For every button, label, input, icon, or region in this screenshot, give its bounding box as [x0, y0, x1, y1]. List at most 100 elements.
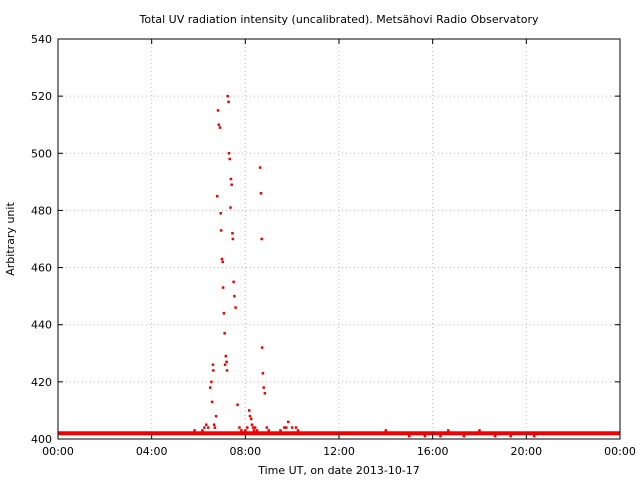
- data-point: [294, 426, 298, 429]
- data-point: [257, 432, 261, 435]
- data-point: [423, 434, 427, 438]
- data-point: [201, 429, 204, 432]
- data-point: [220, 257, 224, 261]
- data-point: [207, 426, 210, 429]
- data-point: [234, 306, 237, 309]
- y-tick-label: 420: [31, 376, 52, 389]
- data-point: [525, 432, 528, 435]
- x-tick-labels: 00:00 04:00 08:00 12:00 16:00 20:00 00:00: [42, 445, 636, 458]
- data-point: [509, 434, 512, 438]
- data-point: [462, 434, 466, 438]
- data-point: [224, 354, 228, 358]
- data-point: [193, 429, 196, 432]
- data-point: [283, 426, 286, 429]
- baseline-layer: [58, 431, 620, 436]
- data-point: [540, 432, 544, 435]
- data-point: [244, 429, 247, 432]
- data-point: [248, 414, 252, 418]
- x-tick-label: 00:00: [604, 445, 636, 458]
- data-point: [212, 423, 216, 426]
- data-point: [415, 432, 419, 435]
- data-point: [260, 346, 264, 349]
- data-point: [447, 429, 450, 432]
- data-point: [285, 426, 288, 429]
- y-tick-label: 460: [31, 262, 52, 275]
- y-tick-labels: 400 420 440 460 480 500 520 540: [31, 33, 52, 446]
- data-point: [205, 423, 208, 426]
- data-point: [225, 360, 228, 364]
- data-point: [255, 429, 259, 432]
- data-point: [250, 423, 254, 426]
- data-point: [229, 177, 233, 181]
- data-point: [252, 429, 256, 432]
- data-point: [225, 369, 229, 372]
- data-point: [517, 432, 520, 435]
- data-point: [263, 392, 267, 395]
- data-point: [210, 380, 213, 384]
- data-point: [197, 432, 200, 435]
- data-point: [532, 434, 536, 438]
- y-tick-label: 520: [31, 90, 52, 103]
- data-point: [548, 432, 551, 435]
- data-point: [454, 432, 458, 435]
- data-point: [482, 432, 485, 435]
- data-point: [215, 194, 219, 198]
- data-points: [193, 94, 551, 438]
- data-point: [212, 369, 215, 372]
- data-point: [222, 312, 226, 315]
- data-point: [298, 432, 302, 435]
- data-point: [218, 126, 222, 129]
- data-point: [384, 429, 388, 432]
- data-point: [290, 426, 294, 429]
- x-tick-label: 08:00: [229, 445, 261, 458]
- x-tick-label: 16:00: [417, 445, 449, 458]
- x-tick-label: 20:00: [510, 445, 542, 458]
- data-point: [219, 212, 222, 215]
- data-point: [217, 123, 221, 126]
- y-tick-label: 540: [31, 33, 52, 46]
- data-point: [260, 237, 263, 241]
- data-point: [392, 432, 395, 435]
- data-point: [259, 192, 263, 195]
- data-point: [242, 432, 245, 435]
- data-point: [296, 429, 300, 432]
- data-point: [240, 429, 243, 432]
- data-point: [501, 432, 505, 435]
- data-point: [211, 363, 215, 366]
- data-point: [232, 280, 235, 284]
- data-point: [231, 237, 235, 241]
- data-point: [258, 166, 262, 169]
- grid: [58, 39, 620, 439]
- data-point: [216, 109, 220, 112]
- data-point: [223, 332, 226, 335]
- x-tick-label: 04:00: [136, 445, 168, 458]
- data-point: [223, 363, 227, 366]
- data-point: [246, 426, 249, 429]
- data-point: [380, 432, 384, 435]
- data-point: [493, 434, 497, 438]
- data-point: [253, 426, 257, 429]
- x-axis-label: Time UT, on date 2013-10-17: [257, 464, 420, 477]
- data-point: [238, 426, 241, 429]
- y-tick-label: 440: [31, 319, 52, 332]
- data-point: [230, 183, 233, 186]
- data-point: [249, 417, 253, 421]
- data-point: [221, 286, 225, 289]
- data-point: [213, 426, 217, 429]
- data-point: [265, 426, 269, 429]
- data-point: [275, 432, 278, 435]
- data-point: [221, 260, 224, 264]
- y-axis-label: Arbitrary unit: [4, 202, 17, 276]
- data-point: [203, 426, 206, 429]
- data-point: [219, 229, 223, 232]
- data-point: [261, 372, 265, 375]
- data-point: [271, 432, 274, 435]
- data-point: [236, 403, 239, 406]
- data-point: [486, 432, 489, 435]
- y-tick-label: 400: [31, 433, 52, 446]
- data-point: [210, 400, 214, 404]
- x-tick-label: 12:00: [323, 445, 355, 458]
- baseline-points: [58, 431, 620, 436]
